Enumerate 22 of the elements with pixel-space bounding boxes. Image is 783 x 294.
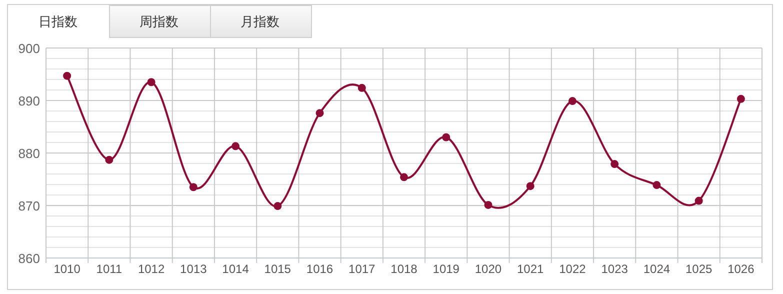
- x-tick-label: 1021: [517, 262, 544, 276]
- x-tick-label: 1020: [474, 262, 502, 276]
- x-tick-label: 1014: [222, 262, 250, 276]
- x-tick-label: 1016: [306, 262, 334, 276]
- x-tick-label: 1025: [685, 262, 712, 276]
- x-tick-label: 1010: [54, 262, 81, 276]
- x-tick-label: 1019: [432, 262, 460, 276]
- y-tick-label: 880: [18, 146, 40, 161]
- x-tick-label: 1018: [390, 262, 418, 276]
- x-tick-label: 1024: [643, 262, 670, 276]
- y-tick-label: 900: [18, 41, 40, 56]
- y-tick-label: 870: [18, 198, 40, 214]
- x-tick-label: 1013: [180, 262, 208, 276]
- x-tick-label: 1023: [601, 262, 628, 276]
- x-tick-label: 1011: [96, 262, 122, 276]
- x-tick-label: 1017: [348, 262, 376, 276]
- x-tick-label: 1012: [138, 262, 165, 276]
- x-tick-label: 1026: [728, 262, 755, 276]
- x-tick-label: 1022: [559, 262, 586, 276]
- y-tick-label: 860: [18, 251, 40, 266]
- y-tick-label: 890: [18, 94, 40, 108]
- x-tick-label: 1015: [264, 262, 292, 276]
